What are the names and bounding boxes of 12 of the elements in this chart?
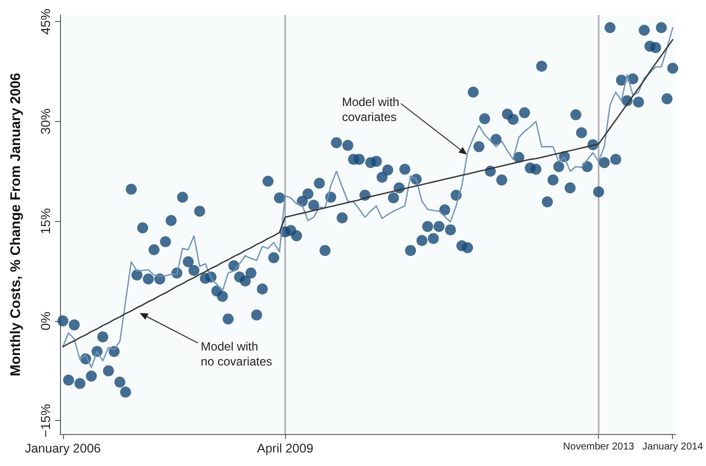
x-tick-label: January 2006: [24, 442, 101, 456]
x-tick-label: April 2009: [256, 442, 314, 456]
annotation: Model with no covariates: [200, 339, 272, 368]
y-tick-label: 0%: [38, 311, 53, 330]
y-tick-label: −15%: [38, 403, 53, 438]
y-axis-title: Monthly Costs, % Change From January 2006: [7, 72, 23, 376]
y-tick-label: 15%: [38, 208, 53, 234]
y-tick-label: 45%: [38, 8, 53, 35]
annotation: Model with covariates: [342, 95, 403, 124]
x-tick-label: January 2014: [642, 442, 704, 452]
x-tick-label: November 2013: [563, 442, 635, 452]
y-tick-label: 30%: [38, 108, 53, 134]
